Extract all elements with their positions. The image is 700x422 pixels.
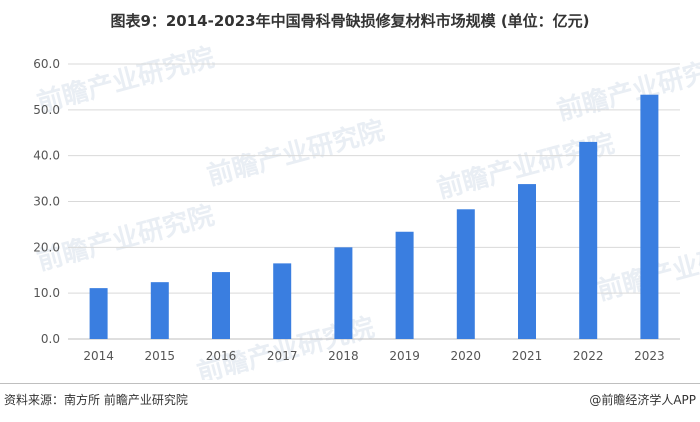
x-tick-label: 2016 (206, 349, 237, 363)
bar-2023 (640, 94, 659, 339)
watermark-text: 前瞻产业研究院 (204, 115, 388, 192)
y-tick-label: 20.0 (33, 240, 60, 254)
watermark-text: 前瞻产业研究院 (554, 50, 700, 127)
y-tick-label: 0.0 (41, 332, 60, 346)
bar-2017 (273, 263, 292, 339)
x-tick-label: 2021 (512, 349, 543, 363)
x-tick-label: 2014 (83, 349, 114, 363)
y-tick-label: 40.0 (33, 149, 60, 163)
watermark-text: 前瞻产业研究院 (34, 42, 218, 119)
y-axis-ticks: 0.0 10.0 20.0 30.0 40.0 50.0 60.0 (33, 57, 60, 346)
bar-2018 (334, 247, 353, 339)
x-tick-label: 2020 (451, 349, 482, 363)
x-axis-ticks: 2014 2015 2016 2017 2018 2019 2020 2021 2022 2023 (83, 349, 664, 363)
bars (89, 94, 659, 339)
y-tick-label: 60.0 (33, 57, 60, 71)
bar-2016 (212, 272, 230, 339)
y-tick-label: 50.0 (33, 103, 60, 117)
gridlines (68, 63, 680, 340)
bar-2019 (395, 231, 414, 339)
bar-2022 (579, 141, 598, 339)
bar-2020 (456, 209, 475, 339)
y-tick-label: 10.0 (33, 286, 60, 300)
footer-divider (0, 383, 700, 384)
y-tick-label: 30.0 (33, 195, 60, 209)
chart-title: 图表9：2014-2023年中国骨科骨缺损修复材料市场规模 (单位：亿元) (110, 12, 590, 30)
x-tick-label: 2022 (573, 349, 604, 363)
brand-credit: @前瞻经济学人APP (589, 393, 696, 407)
x-tick-label: 2015 (145, 349, 176, 363)
x-tick-label: 2019 (389, 349, 420, 363)
bar-2021 (518, 184, 536, 339)
watermark-text: 前瞻产业研究院 (34, 200, 218, 277)
x-tick-label: 2017 (267, 349, 298, 363)
source-note: 资料来源：南方所 前瞻产业研究院 (4, 393, 188, 407)
bar-2015 (150, 282, 169, 339)
x-tick-label: 2018 (328, 349, 359, 363)
x-tick-label: 2023 (634, 349, 665, 363)
bar-2014 (89, 288, 108, 339)
